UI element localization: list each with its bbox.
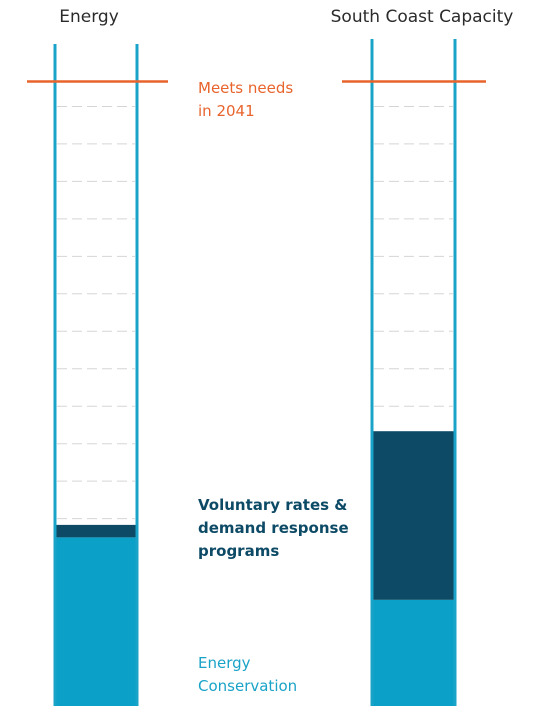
bar-south-coast-capacity-voluntary-rates-demand-response-programs (372, 431, 455, 600)
legend-conservation-line-2: Conservation (198, 677, 297, 695)
bars (55, 431, 455, 706)
legend-voluntary-line-1: Voluntary rates & (198, 496, 347, 514)
target-label-line-2: in 2041 (198, 102, 255, 120)
legend-voluntary-line-3: programs (198, 542, 279, 560)
legend-energy-conservation: Energy Conservation (198, 654, 297, 695)
bar-energy-voluntary-rates-demand-response-programs (55, 524, 137, 538)
column-title-south-coast-capacity: South Coast Capacity (331, 7, 514, 27)
legend-voluntary-rates: Voluntary rates & demand response progra… (198, 496, 349, 560)
legend-conservation-line-1: Energy (198, 654, 251, 672)
bar-energy-energy-conservation (55, 537, 137, 706)
column-title-energy: Energy (59, 7, 119, 27)
tube-walls (53, 39, 457, 706)
target-label-line-1: Meets needs (198, 79, 293, 97)
bar-south-coast-capacity-energy-conservation (372, 599, 455, 706)
legend-voluntary-line-2: demand response (198, 519, 349, 537)
